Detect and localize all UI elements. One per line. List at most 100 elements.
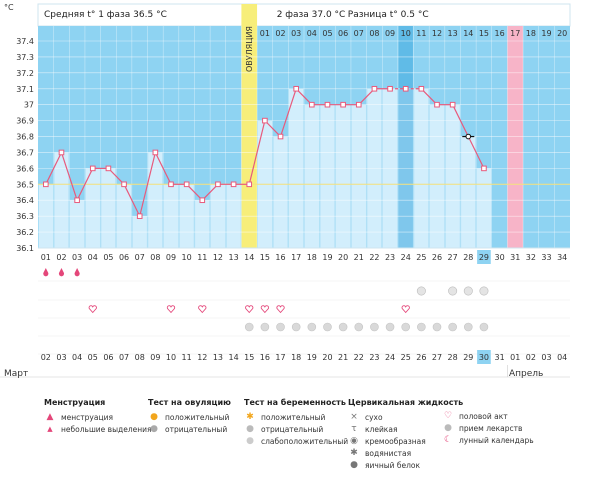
- phase2-day-label: 03: [291, 29, 301, 38]
- phase2-day-label: 09: [385, 29, 395, 38]
- medication-pill-icon: [385, 322, 395, 332]
- cycle-day-label: 20: [338, 253, 348, 262]
- cycle-day-label: 12: [213, 253, 223, 262]
- medication-pill-icon: [401, 322, 411, 332]
- temperature-point: [387, 85, 393, 92]
- temperature-line-segment: [154, 152, 172, 185]
- medication-pill-icon: [307, 322, 317, 332]
- cycle-day-label: 28: [463, 253, 473, 262]
- intercourse-heart-icon: [401, 305, 410, 314]
- calendar-date-label: 02: [526, 353, 536, 362]
- phase2-day-label: 06: [338, 29, 348, 38]
- temperature-point: [43, 181, 49, 188]
- cycle-day-label: 19: [322, 253, 332, 262]
- missing-day-column: [398, 26, 413, 248]
- ovulation-column: [241, 4, 258, 248]
- phase2-day-label: 02: [275, 29, 285, 38]
- moon-icon: ☾: [443, 435, 453, 445]
- cloud-small-icon: ●: [246, 436, 254, 446]
- calendar-date-label: 14: [228, 353, 238, 362]
- calendar-date-label: 03: [56, 353, 66, 362]
- calendar-date-label: 20: [322, 353, 332, 362]
- phase2-day-label: 10: [401, 29, 411, 38]
- temperature-point: [481, 165, 487, 172]
- temperature-point: [277, 133, 284, 140]
- y-tick-label: 36.7: [16, 148, 34, 157]
- cycle-day-label: 24: [401, 253, 411, 262]
- calendar-date-label: 09: [150, 353, 160, 362]
- phase1-label: Средняя t° 1 фаза 36.5 °C: [44, 10, 167, 20]
- medication-pill-icon: [291, 322, 301, 332]
- temperature-bar: [335, 104, 351, 248]
- cycle-day-label: 02: [56, 253, 66, 262]
- legend-item: лунный календарь: [459, 435, 534, 445]
- pregnancy-test-negative-icon: [479, 286, 489, 296]
- legend-item: водянистая: [365, 448, 412, 458]
- calendar-date-label: 28: [448, 353, 458, 362]
- difference-label: Разница t° 0.5 °C: [348, 10, 429, 20]
- temperature-bar: [273, 136, 288, 248]
- calendar-date-label: 26: [416, 353, 426, 362]
- calendar-date-label: 13: [213, 353, 223, 362]
- temperature-line-segment: [139, 152, 156, 217]
- temperature-bar: [85, 168, 100, 248]
- legend-item: яичный белок: [365, 460, 421, 470]
- temperature-bar: [461, 136, 476, 248]
- legend-item: прием лекарств: [459, 423, 523, 433]
- phase2-day-label: 19: [541, 29, 551, 38]
- y-tick-label: 37.4: [16, 37, 34, 46]
- creamy-icon: ◉: [350, 436, 358, 446]
- legend-pregnancy-title: Тест на беременность: [244, 398, 346, 407]
- temperature-point: [340, 101, 346, 108]
- phase2-day-label: 14: [463, 29, 473, 38]
- calendar-date-label: 01: [510, 353, 520, 362]
- cycle-day-label: 03: [72, 253, 82, 262]
- temperature-point: [105, 165, 112, 172]
- temperature-point: [230, 181, 237, 188]
- calendar-date-label: 17: [275, 353, 285, 362]
- cycle-day-label: 27: [448, 253, 458, 262]
- period-forecast-column: [507, 26, 524, 248]
- temperature-bar: [429, 104, 445, 248]
- phase2-label: 2 фаза 37.0 °C: [277, 10, 346, 20]
- cycle-day-label: 21: [354, 253, 364, 262]
- cycle-day-label: 14: [244, 253, 254, 262]
- cycle-day-label: 07: [135, 253, 145, 262]
- temperature-point: [324, 101, 331, 108]
- phase2-day-label: 13: [448, 29, 458, 38]
- y-tick-label: 36.9: [16, 117, 34, 126]
- medication-pill-icon: [417, 322, 426, 332]
- y-tick-label: 37.3: [16, 53, 34, 62]
- y-tick-label: 36.4: [16, 196, 34, 205]
- y-tick-label: 36.6: [16, 164, 34, 173]
- cross-icon: ×: [350, 412, 358, 422]
- phase2-day-label: 20: [557, 29, 567, 38]
- phase2-day-label: 11: [416, 29, 426, 38]
- temperature-line-segment: [248, 120, 266, 185]
- temperature-point: [199, 197, 206, 204]
- legend-item: слабоположительный: [261, 436, 349, 446]
- temperature-point: [434, 101, 440, 108]
- cycle-day-label: 15: [260, 253, 270, 262]
- calendar-date-label: 30: [479, 353, 489, 362]
- month-start-label: Март: [4, 369, 29, 379]
- today-highlight: [477, 250, 491, 264]
- legend-ovulation-title: Тест на овуляцию: [148, 398, 231, 407]
- temperature-bar: [304, 104, 320, 248]
- legend-item: отрицательный: [165, 424, 228, 434]
- temperature-point: [449, 101, 456, 108]
- calendar-date-label: 25: [401, 353, 411, 362]
- phase2-day-label: 17: [510, 29, 520, 38]
- phase2-day-label: 16: [494, 29, 504, 38]
- temperature-line-segment: [279, 88, 297, 137]
- calendar-date-label: 05: [88, 353, 98, 362]
- temperature-line-segment: [60, 152, 78, 201]
- legend-item: положительный: [165, 412, 230, 422]
- legend-item: половой акт: [459, 411, 508, 421]
- calendar-date-label: 02: [41, 353, 51, 362]
- drop-icon: ▲: [46, 412, 54, 422]
- calendar-date-label: 19: [307, 353, 317, 362]
- calendar-date-label: 06: [103, 353, 113, 362]
- y-tick-label: 37.1: [16, 85, 34, 94]
- temperature-point: [293, 85, 299, 92]
